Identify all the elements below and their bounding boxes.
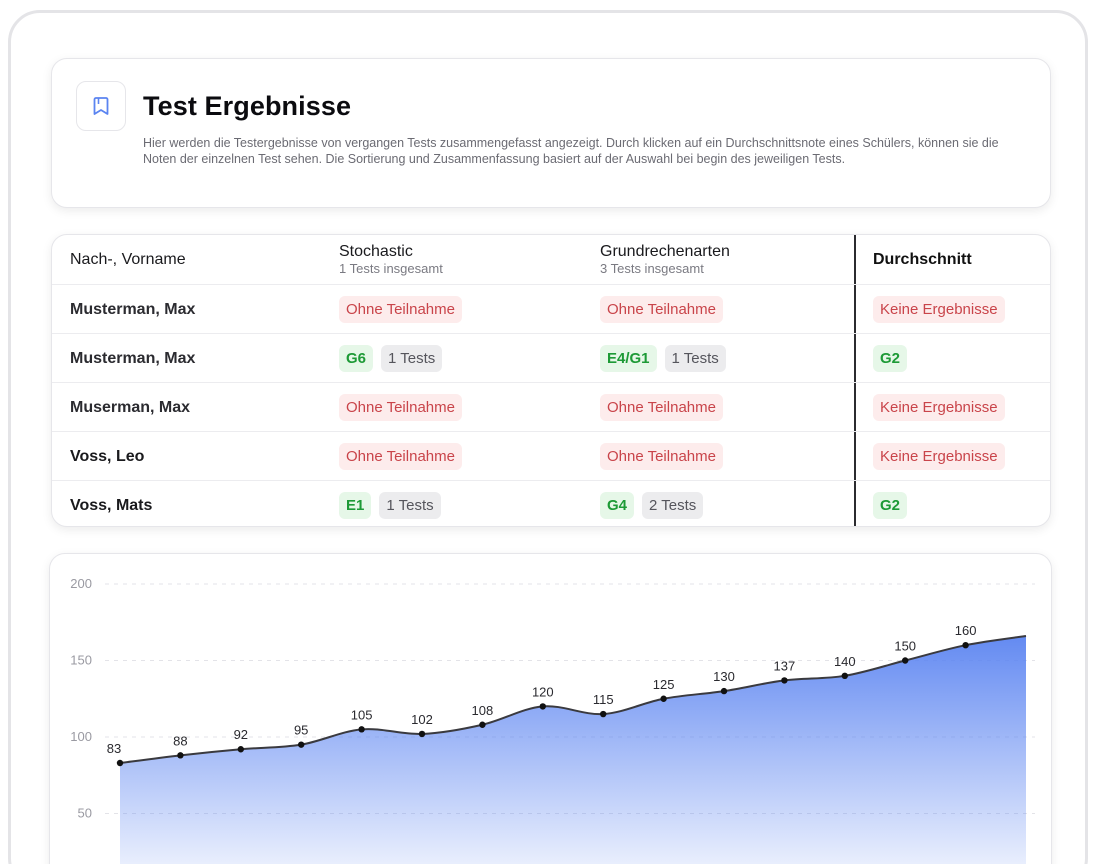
- results-table: Nach-, Vorname Stochastic 1 Tests insges…: [51, 234, 1051, 527]
- y-tick-label: 150: [70, 653, 92, 668]
- data-point[interactable]: [720, 687, 728, 695]
- data-label: 83: [107, 741, 121, 756]
- data-label: 160: [955, 623, 977, 638]
- status-badge: Ohne Teilnahme: [339, 443, 462, 470]
- grade-badge: G4: [600, 492, 635, 519]
- series-area: [120, 636, 1026, 864]
- data-label: 108: [472, 703, 494, 718]
- chart-card: 50 100 150 200 83 88 92 95 105 102 108 120 115 125 130…: [49, 553, 1052, 864]
- page-title: Test Ergebnisse: [143, 91, 352, 121]
- data-label: 92: [234, 727, 248, 742]
- data-label: 95: [294, 723, 308, 738]
- table-row: Voss, Leo Ohne Teilnahme Ohne Teilnahme …: [52, 431, 1050, 480]
- data-point[interactable]: [660, 695, 667, 702]
- data-point[interactable]: [781, 677, 788, 684]
- table-row: Musterman, Max Ohne Teilnahme Ohne Teiln…: [52, 284, 1050, 333]
- y-tick-label: 200: [70, 576, 92, 591]
- status-badge: Ohne Teilnahme: [339, 394, 462, 421]
- student-name: Musterman, Max: [70, 349, 196, 367]
- table-row: Muserman, Max Ohne Teilnahme Ohne Teilna…: [52, 382, 1050, 431]
- grade-badge: E1: [339, 492, 372, 519]
- data-label: 115: [593, 692, 614, 707]
- data-label: 120: [532, 684, 554, 699]
- status-badge: Ohne Teilnahme: [600, 394, 723, 421]
- column-header-grundrechenarten[interactable]: Grundrechenarten 3 Tests insgesamt: [600, 242, 730, 276]
- test-count-badge: 1 Tests: [381, 345, 443, 372]
- data-point[interactable]: [841, 672, 848, 679]
- status-badge: Ohne Teilnahme: [600, 443, 723, 470]
- data-label: 130: [713, 669, 735, 684]
- data-point[interactable]: [479, 721, 486, 728]
- area-chart: 50 100 150 200 83 88 92 95 105 102 108 120 115 125 130…: [70, 576, 1035, 864]
- page-description: Hier werden die Testergebnisse von verga…: [143, 136, 999, 166]
- data-point[interactable]: [902, 657, 909, 664]
- data-label: 125: [653, 677, 675, 692]
- average-badge[interactable]: Keine Ergebnisse: [873, 296, 1005, 323]
- test-count-badge: 2 Tests: [642, 492, 704, 519]
- data-point[interactable]: [298, 741, 305, 748]
- column-header-average: Durchschnitt: [873, 250, 972, 268]
- data-point[interactable]: [358, 726, 365, 733]
- test-count-badge: 1 Tests: [379, 492, 441, 519]
- student-name: Muserman, Max: [70, 398, 191, 416]
- grade-badge: E4/G1: [600, 345, 657, 372]
- column-header-stochastic[interactable]: Stochastic 1 Tests insgesamt: [339, 242, 443, 276]
- data-point[interactable]: [962, 642, 969, 649]
- column-divider: [854, 235, 856, 526]
- average-badge[interactable]: G2: [873, 492, 908, 519]
- header-card: Test Ergebnisse Hier werden die Testerge…: [51, 58, 1051, 208]
- student-name: Musterman, Max: [70, 300, 196, 318]
- average-badge[interactable]: Keine Ergebnisse: [873, 443, 1005, 470]
- grade-badge: G6: [339, 345, 374, 372]
- column-header-name: Nach-, Vorname: [70, 250, 186, 268]
- data-point[interactable]: [237, 746, 244, 753]
- data-label: 140: [834, 654, 856, 669]
- y-tick-label: 50: [78, 806, 92, 821]
- status-badge: Ohne Teilnahme: [600, 296, 723, 323]
- table-row: Voss, Mats E1 1 Tests G4 2 Tests G2: [52, 480, 1050, 526]
- status-badge: Ohne Teilnahme: [339, 296, 462, 323]
- average-badge[interactable]: G2: [873, 345, 908, 372]
- data-label: 150: [894, 639, 916, 654]
- table-row: Musterman, Max G6 1 Tests E4/G1 1 Tests …: [52, 333, 1050, 382]
- table-header-row: Nach-, Vorname Stochastic 1 Tests insges…: [52, 235, 1050, 284]
- student-name: Voss, Mats: [70, 496, 153, 514]
- series-line: [119, 635, 1027, 765]
- data-point[interactable]: [600, 710, 607, 718]
- test-count-badge: 1 Tests: [664, 345, 726, 372]
- y-tick-label: 100: [70, 729, 92, 744]
- data-point[interactable]: [177, 752, 184, 759]
- data-label: 88: [173, 733, 187, 748]
- data-label: 105: [351, 707, 373, 722]
- bookmark-icon: [76, 81, 126, 131]
- data-point[interactable]: [116, 759, 124, 767]
- data-label: 137: [774, 658, 796, 673]
- data-point[interactable]: [539, 703, 546, 710]
- data-label: 102: [411, 712, 433, 727]
- student-name: Voss, Leo: [70, 447, 145, 465]
- average-badge[interactable]: Keine Ergebnisse: [873, 394, 1005, 421]
- data-point[interactable]: [418, 730, 426, 738]
